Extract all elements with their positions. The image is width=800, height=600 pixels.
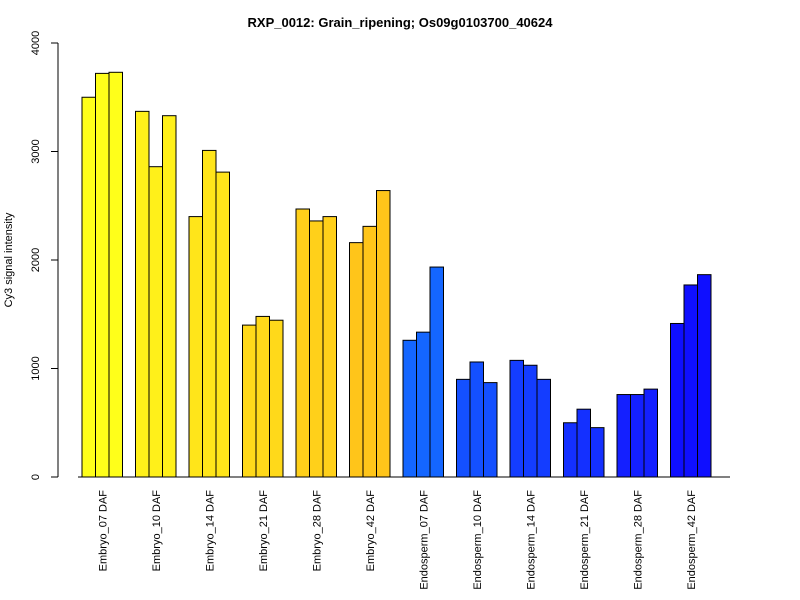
bar-1-rep-2 [95,72,110,478]
bar-9-rep-3 [536,378,551,478]
y-tick-label-2: 2000 [30,248,42,272]
category-label-3: Embryo_14 DAF [204,490,216,572]
category-label-2: Embryo_10 DAF [151,490,163,572]
bar-2-rep-1 [135,110,150,478]
category-label-10: Endosperm_21 DAF [579,490,591,590]
bar-1-rep-1 [81,96,96,478]
bar-6-rep-2 [362,225,377,478]
bar-6-rep-3 [376,190,391,478]
x-axis-labels: Embryo_07 DAF Embryo_10 DAF Embryo_14 DAF E… [97,490,698,590]
bar-8-rep-2 [469,361,484,478]
bar-11-rep-2 [630,394,645,478]
bar-12-rep-2 [683,284,698,478]
bar-1-rep-3 [108,71,123,478]
bar-7-rep-3 [429,266,444,478]
y-tick-label-1: 1000 [30,356,42,380]
bar-8-rep-1 [456,378,471,478]
y-axis: 0 1000 2000 3000 4000 [30,31,59,480]
bar-2-rep-3 [162,115,177,478]
bar-7-rep-2 [416,331,431,478]
bar-10-rep-2 [576,408,591,478]
bar-3-rep-2 [202,149,217,478]
category-label-5: Embryo_28 DAF [311,490,323,572]
bar-4-rep-1 [242,324,257,478]
category-label-4: Embryo_21 DAF [258,490,270,572]
category-label-7: Endosperm_07 DAF [418,490,430,590]
bar-5-rep-2 [309,220,324,478]
bar-3-rep-1 [188,216,203,478]
bar-7-rep-1 [402,339,417,478]
bar-6-rep-1 [349,242,364,478]
bar-3-rep-3 [215,171,230,478]
bar-4-rep-3 [269,319,284,478]
bar-10-rep-1 [563,422,578,478]
bar-12-rep-3 [697,274,712,478]
y-tick-label-3: 3000 [30,139,42,163]
y-axis-label: Cy3 signal intensity [3,212,15,307]
bar-5-rep-3 [322,216,337,478]
bar-9-rep-1 [509,359,524,478]
bar-11-rep-3 [643,388,658,478]
category-label-6: Embryo_42 DAF [365,490,377,572]
bar-8-rep-3 [483,382,498,478]
y-tick-label-0: 0 [30,474,42,480]
category-label-1: Embryo_07 DAF [97,490,109,572]
bar-9-rep-2 [523,364,538,478]
bar-2-rep-2 [148,166,163,478]
bar-5-rep-1 [295,208,310,478]
bar-11-rep-1 [616,394,631,478]
chart-title: RXP_0012: Grain_ripening; Os09g0103700_4… [248,15,554,30]
bar-10-rep-3 [590,427,605,478]
y-tick-label-4: 4000 [30,31,42,55]
category-label-8: Endosperm_10 DAF [472,490,484,590]
category-label-9: Endosperm_14 DAF [525,490,537,590]
bars-group [78,71,730,478]
bar-12-rep-1 [670,322,685,478]
category-label-11: Endosperm_28 DAF [632,490,644,590]
bar-4-rep-2 [255,315,270,478]
category-label-12: Endosperm_42 DAF [686,490,698,590]
